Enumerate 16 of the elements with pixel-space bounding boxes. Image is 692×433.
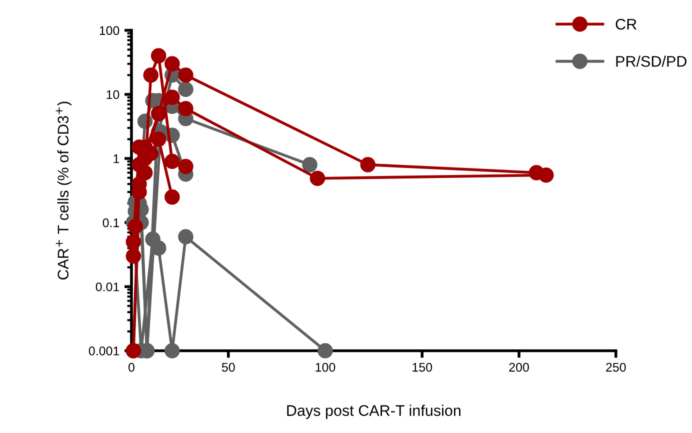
x-tick-label: 150 [412, 362, 432, 372]
x-tick-label: 250 [606, 362, 626, 372]
y-axis-title: CAR$^{+}$ T cells (% of CD3$^{+}$) [56, 102, 72, 280]
y-tick-label: 0.01 [96, 282, 120, 292]
y-tick-label: 100 [100, 26, 120, 35]
y-tick-label: 10 [106, 90, 120, 100]
y-tick-label: 0.1 [102, 218, 120, 228]
y-tick-label: 1 [114, 154, 120, 164]
x-tick-label: 0 [128, 362, 134, 372]
x-axis-title: Days post CAR-T infusion [287, 404, 460, 419]
legend-label: CR [616, 18, 636, 30]
x-tick-label: 200 [509, 362, 529, 372]
x-tick-label: 100 [316, 362, 336, 372]
x-tick-label: 50 [222, 362, 235, 372]
legend-label: PR/SD/PD [616, 56, 686, 67]
y-tick-label: 0.001 [88, 346, 120, 356]
